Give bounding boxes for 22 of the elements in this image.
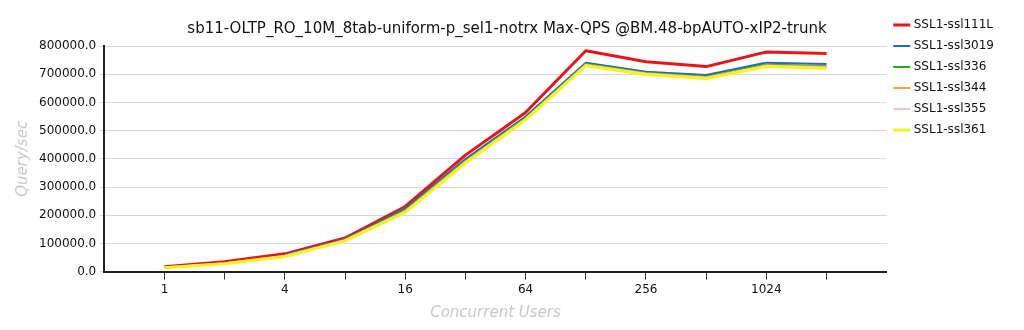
y-tick-label: 700000.0 [38, 66, 97, 81]
chart-title: sb11-OLTP_RO_10M_8tab-uniform-p_sel1-notrx Max-QPS @BM.48-bpAUTO-xIP2-trunk [187, 18, 827, 38]
y-tick-label: 800000.0 [38, 38, 97, 53]
x-tick-label: 256 [634, 281, 658, 296]
x-tick-label: 4 [281, 281, 289, 296]
legend-label: SSL1-ssl3019 [913, 38, 994, 53]
legend-label: SSL1-ssl355 [913, 101, 987, 116]
x-tick-label: 16 [397, 281, 413, 296]
y-tick-label: 300000.0 [38, 179, 97, 194]
x-tick-label: 1 [160, 281, 169, 296]
legend-label: SSL1-ssl336 [913, 59, 987, 74]
legend-label: SSL1-ssl361 [913, 122, 987, 137]
y-tick-label: 500000.0 [38, 122, 97, 137]
y-tick-label: 0.0 [77, 263, 97, 278]
y-tick-label: 600000.0 [38, 94, 97, 109]
y-tick-label: 200000.0 [38, 207, 97, 222]
legend-label: SSL1-ssl344 [913, 80, 987, 95]
y-tick-label: 100000.0 [38, 235, 97, 250]
legend-label: SSL1-ssl111L [913, 17, 994, 32]
x-tick-label: 1024 [751, 281, 782, 296]
y-tick-label: 400000.0 [38, 150, 97, 165]
x-tick-label: 64 [517, 281, 534, 296]
